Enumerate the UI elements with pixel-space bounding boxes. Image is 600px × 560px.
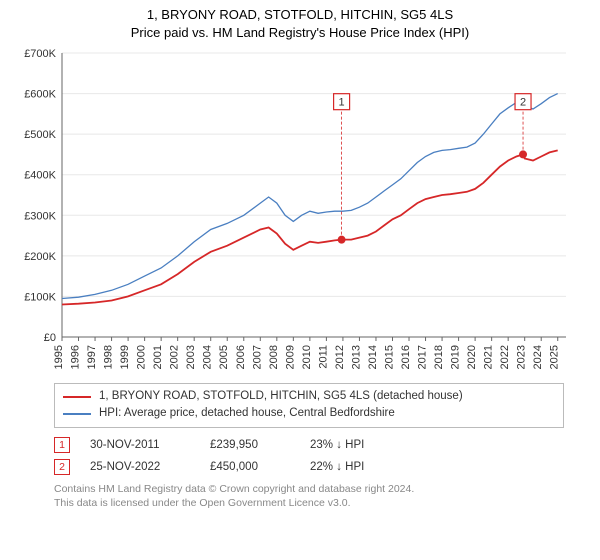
line-chart: £0 £100K £200K £300K £400K £500K £600K £700K 199… xyxy=(10,47,570,377)
svg-text:2005: 2005 xyxy=(218,345,230,369)
svg-text:£300K: £300K xyxy=(24,210,56,222)
sale-date-2: 25-NOV-2022 xyxy=(90,461,190,473)
svg-text:2014: 2014 xyxy=(367,345,379,369)
svg-text:£0: £0 xyxy=(44,332,56,344)
svg-text:2025: 2025 xyxy=(549,345,561,369)
svg-text:2003: 2003 xyxy=(185,345,197,369)
chart-area: £0 £100K £200K £300K £400K £500K £600K £700K 199… xyxy=(10,47,590,377)
legend-label-property: 1, BRYONY ROAD, STOTFOLD, HITCHIN, SG5 4… xyxy=(99,388,463,405)
svg-text:£500K: £500K xyxy=(24,129,56,141)
svg-text:2008: 2008 xyxy=(268,345,280,369)
footer-line2: This data is licensed under the Open Gov… xyxy=(54,496,564,510)
legend-swatch-red xyxy=(63,396,91,398)
svg-text:1997: 1997 xyxy=(86,345,98,369)
svg-text:2002: 2002 xyxy=(169,345,181,369)
svg-text:2012: 2012 xyxy=(334,345,346,369)
svg-text:1998: 1998 xyxy=(103,345,115,369)
svg-text:1: 1 xyxy=(339,97,345,109)
svg-text:2000: 2000 xyxy=(136,345,148,369)
legend-item-hpi: HPI: Average price, detached house, Cent… xyxy=(63,405,555,422)
legend-box: 1, BRYONY ROAD, STOTFOLD, HITCHIN, SG5 4… xyxy=(54,383,564,428)
sale-row-1: 1 30-NOV-2011 £239,950 23% ↓ HPI xyxy=(54,434,564,456)
svg-text:2024: 2024 xyxy=(532,345,544,369)
svg-text:2006: 2006 xyxy=(235,345,247,369)
svg-text:2019: 2019 xyxy=(450,345,462,369)
sale-marker-2: 2 xyxy=(54,459,70,475)
svg-text:2020: 2020 xyxy=(466,345,478,369)
footer-attribution: Contains HM Land Registry data © Crown c… xyxy=(54,482,564,510)
svg-text:2: 2 xyxy=(520,97,526,109)
svg-text:£600K: £600K xyxy=(24,89,56,101)
svg-text:2004: 2004 xyxy=(202,345,214,369)
title-subtitle: Price paid vs. HM Land Registry's House … xyxy=(10,24,590,42)
svg-text:£200K: £200K xyxy=(24,251,56,263)
sales-table: 1 30-NOV-2011 £239,950 23% ↓ HPI 2 25-NO… xyxy=(54,434,564,478)
svg-text:2007: 2007 xyxy=(251,345,263,369)
svg-text:2015: 2015 xyxy=(383,345,395,369)
svg-text:1995: 1995 xyxy=(53,345,65,369)
svg-text:2011: 2011 xyxy=(317,345,329,369)
sale-diff-2: 22% ↓ HPI xyxy=(310,461,400,473)
title-address: 1, BRYONY ROAD, STOTFOLD, HITCHIN, SG5 4… xyxy=(10,6,590,24)
sale-price-1: £239,950 xyxy=(210,439,290,451)
svg-text:£700K: £700K xyxy=(24,48,56,60)
svg-text:£100K: £100K xyxy=(24,292,56,304)
chart-title: 1, BRYONY ROAD, STOTFOLD, HITCHIN, SG5 4… xyxy=(10,6,590,41)
sale-row-2: 2 25-NOV-2022 £450,000 22% ↓ HPI xyxy=(54,456,564,478)
svg-text:£400K: £400K xyxy=(24,170,56,182)
svg-text:1996: 1996 xyxy=(70,345,82,369)
svg-text:2010: 2010 xyxy=(301,345,313,369)
svg-text:2009: 2009 xyxy=(284,345,296,369)
svg-text:2018: 2018 xyxy=(433,345,445,369)
footer-line1: Contains HM Land Registry data © Crown c… xyxy=(54,482,564,496)
sale-marker-1: 1 xyxy=(54,437,70,453)
sale-price-2: £450,000 xyxy=(210,461,290,473)
legend-swatch-blue xyxy=(63,413,91,415)
svg-text:2021: 2021 xyxy=(483,345,495,369)
legend-item-property: 1, BRYONY ROAD, STOTFOLD, HITCHIN, SG5 4… xyxy=(63,388,555,405)
legend-label-hpi: HPI: Average price, detached house, Cent… xyxy=(99,405,395,422)
svg-text:2022: 2022 xyxy=(499,345,511,369)
svg-text:2013: 2013 xyxy=(350,345,362,369)
svg-text:1999: 1999 xyxy=(119,345,131,369)
svg-text:2023: 2023 xyxy=(516,345,528,369)
svg-text:2017: 2017 xyxy=(417,345,429,369)
svg-text:2001: 2001 xyxy=(152,345,164,369)
svg-text:2016: 2016 xyxy=(400,345,412,369)
sale-date-1: 30-NOV-2011 xyxy=(90,439,190,451)
sale-diff-1: 23% ↓ HPI xyxy=(310,439,400,451)
